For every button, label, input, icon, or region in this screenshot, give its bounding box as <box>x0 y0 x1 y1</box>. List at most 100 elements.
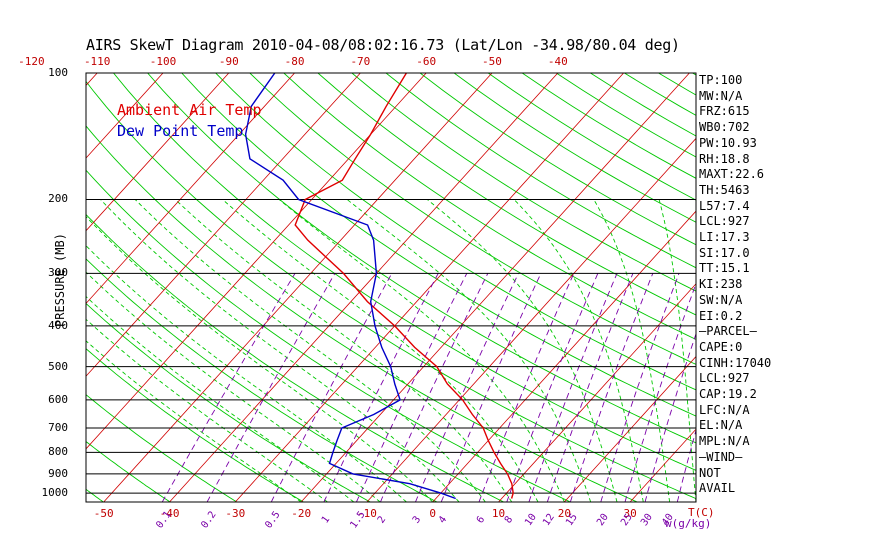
dry-adiabat-line <box>249 73 696 365</box>
sounding-index: RH:18.8 <box>699 151 750 166</box>
sounding-index: LFC:N/A <box>699 402 750 417</box>
mixing-ratio-line <box>528 273 618 502</box>
moist-adiabats <box>86 199 696 502</box>
moist-adiabat-line <box>658 199 696 502</box>
top-temp-tick: -50 <box>482 55 502 68</box>
mixing-ratio-line <box>440 273 542 502</box>
moist-adiabat-line <box>100 199 460 502</box>
sounding-index: LCL:927 <box>699 214 750 229</box>
mixing-ratio-line <box>506 273 599 502</box>
isotherm-line <box>86 73 230 232</box>
top-temp-tick: -40 <box>547 55 568 68</box>
bottom-temp-tick: -30 <box>225 507 246 520</box>
dry-adiabat-line <box>86 302 371 502</box>
plot-frame <box>85 72 697 503</box>
dry-adiabat-line <box>385 73 696 269</box>
pressure-tick: 700 <box>48 421 68 435</box>
legend-ambient-air: Ambient Air Temp <box>117 101 262 119</box>
mixing-ratio-line <box>546 273 634 502</box>
dry-adiabat-line <box>86 258 438 502</box>
moist-adiabat-line <box>346 199 592 502</box>
mixing-ratio-line <box>676 428 696 502</box>
sounding-index: SW:N/A <box>699 292 743 307</box>
mixing-ratio-line <box>270 273 393 502</box>
sounding-index: TT:15.1 <box>699 261 750 276</box>
sounding-traces <box>244 73 514 500</box>
sounding-index: L57:7.4 <box>699 198 750 213</box>
sounding-index: TP:100 <box>699 73 743 87</box>
dry-adiabat-line <box>86 440 171 502</box>
isotherm-line <box>86 73 361 377</box>
sounding-index: EL:N/A <box>699 418 743 433</box>
mixing-ratio-line <box>569 273 654 502</box>
dry-adiabat-line <box>0 73 37 502</box>
sounding-index: FRZ:615 <box>699 104 750 119</box>
isotherm-line <box>86 73 427 450</box>
dry-adiabat-line <box>86 488 104 502</box>
sounding-index: CINH:17040 <box>699 355 772 370</box>
top-temp-tick: -120 <box>18 55 45 68</box>
isotherm-line <box>86 73 164 159</box>
dry-adiabat-line <box>86 80 696 500</box>
sounding-index: MAXT:22.6 <box>699 167 765 182</box>
bottom-temp-tick: -40 <box>159 507 180 520</box>
pressure-tick: 800 <box>48 445 68 459</box>
y-axis-label: PRESSURE (MB) <box>53 233 67 327</box>
mixing-ratio-line <box>478 273 575 502</box>
moist-adiabat-line <box>134 199 486 502</box>
pressure-tick: 400 <box>48 318 68 332</box>
isotherm-line <box>0 73 31 502</box>
dry-adiabat-line <box>86 394 238 502</box>
pressure-tick: 600 <box>48 392 68 406</box>
bottom-temp-tick: -20 <box>291 507 312 520</box>
sounding-indices-panel: TP:100 MW:N/A FRZ:615 WB0:702 PW:10.93 RH:18.… <box>699 73 771 497</box>
mixing-ratio-line <box>644 332 696 502</box>
sounding-index: —PARCEL— <box>699 324 757 339</box>
isotherm-line <box>564 355 696 502</box>
dry-adiabat-line <box>283 73 696 340</box>
mixing-ratio-line <box>355 273 468 502</box>
sounding-index: PW:10.93 <box>699 135 757 150</box>
pressure-tick: 100 <box>48 66 68 79</box>
dry-adiabat-line <box>86 125 638 502</box>
moist-adiabat-line <box>86 215 434 502</box>
pressure-tick: 200 <box>48 192 68 206</box>
dry-adiabat-line <box>453 73 696 223</box>
moist-adiabat-line <box>86 271 381 502</box>
legend-dew-point: Dew Point Temp <box>117 122 244 140</box>
dew-point-temp-trace <box>244 73 456 500</box>
pressure-tick: 500 <box>48 359 68 373</box>
sounding-index: MW:N/A <box>699 88 743 103</box>
isotherm-line <box>366 137 696 502</box>
bottom-temp-tick: -50 <box>93 507 114 520</box>
mixing-ratio-line <box>323 273 439 502</box>
sounding-index: KI:238 <box>699 277 743 292</box>
top-temp-tick: -80 <box>284 55 305 68</box>
sounding-index: SI:17.0 <box>699 245 750 260</box>
sounding-index: AVAIL <box>699 481 736 496</box>
isotherm-line <box>86 73 295 305</box>
bottom-temp-tick: 30 <box>623 507 637 520</box>
sounding-index: TH:5463 <box>699 182 750 197</box>
pressure-tick: 900 <box>48 466 68 480</box>
sounding-index: NOT <box>699 465 721 480</box>
dry-adiabats <box>0 73 696 502</box>
isotherm-line <box>432 210 696 502</box>
sounding-index: —WIND— <box>699 449 743 464</box>
top-temp-tick: -70 <box>350 55 371 68</box>
top-temp-tick: -110 <box>83 55 111 68</box>
moist-adiabat-line <box>278 199 565 502</box>
pressure-tick: 300 <box>48 266 68 280</box>
moist-adiabat-line <box>427 199 618 502</box>
bottom-temp-tick: 0 <box>429 507 437 520</box>
top-temp-tick: -90 <box>218 55 239 68</box>
moist-adiabat-line <box>86 245 407 502</box>
sounding-index: LCL:927 <box>699 371 750 386</box>
dry-adiabat-line <box>86 348 304 502</box>
sounding-index: CAPE:0 <box>699 339 743 354</box>
isotherm-line <box>86 73 98 86</box>
top-temp-tick: -60 <box>416 55 437 68</box>
moist-adiabat-line <box>174 199 513 502</box>
isotherms <box>0 73 696 502</box>
